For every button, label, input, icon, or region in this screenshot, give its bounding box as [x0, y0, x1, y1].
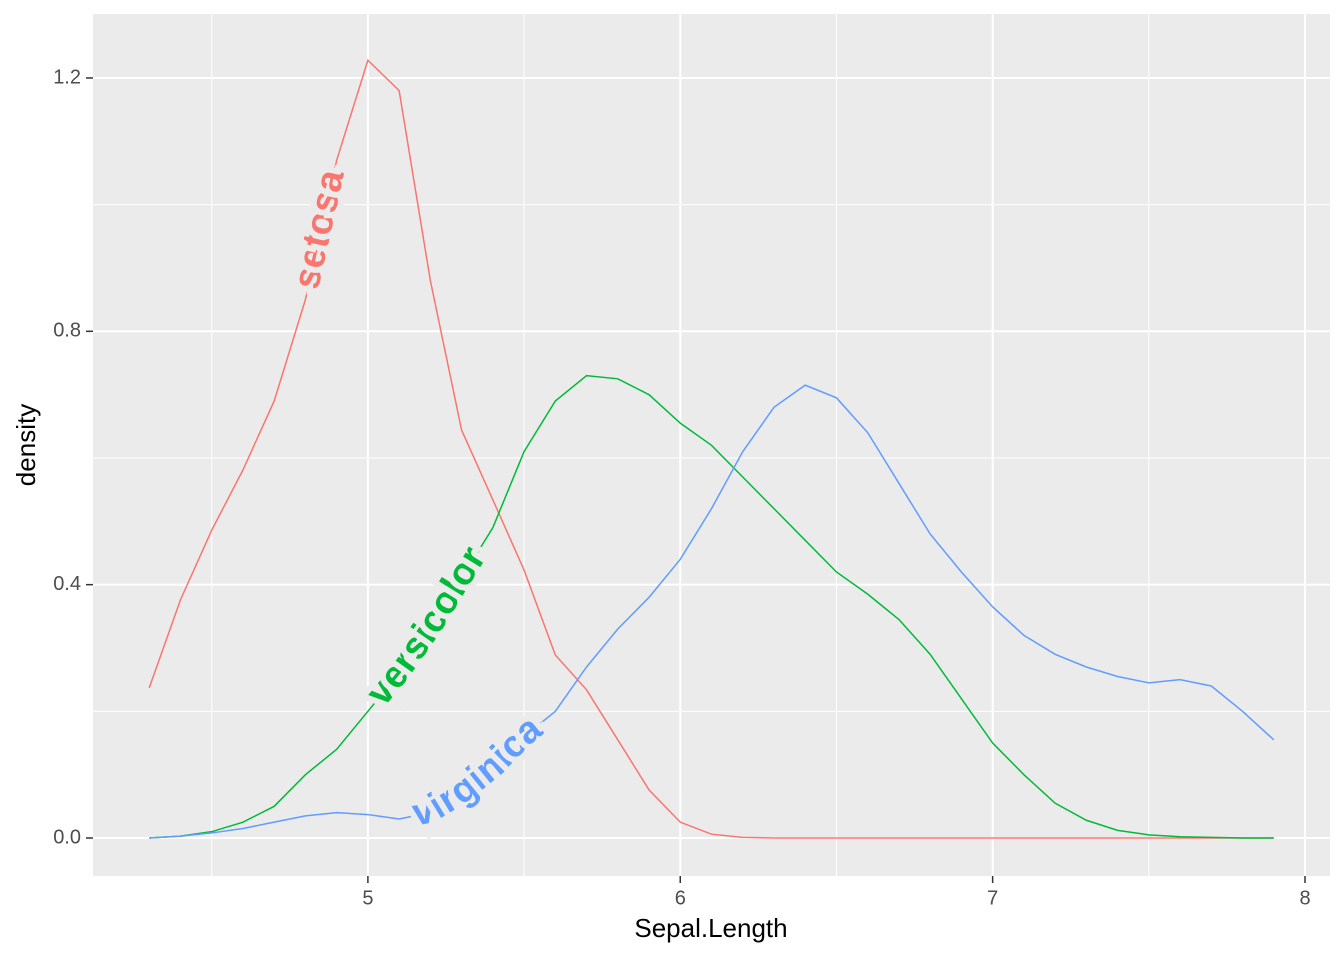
y-axis-title: density: [11, 404, 41, 486]
x-tick-label: 8: [1299, 887, 1310, 909]
density-line: [148, 58, 1274, 839]
y-tick-label: 0.8: [53, 320, 81, 342]
x-tick-label: 7: [987, 887, 998, 909]
density-line: [149, 384, 1275, 839]
x-tick-label: 6: [675, 887, 686, 909]
x-axis-title: Sepal.Length: [634, 913, 787, 943]
y-tick-label: 1.2: [53, 66, 81, 88]
density-line: [149, 374, 1274, 839]
y-tick-label: 0.0: [53, 826, 81, 848]
y-tick-label: 0.4: [53, 573, 81, 595]
x-tick-label: 5: [362, 887, 373, 909]
